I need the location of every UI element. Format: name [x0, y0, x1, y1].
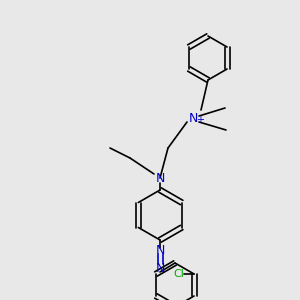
Text: +: +	[196, 115, 204, 125]
Text: N: N	[155, 262, 165, 275]
Text: N: N	[188, 112, 198, 124]
Text: Cl: Cl	[174, 269, 184, 279]
Text: N: N	[155, 244, 165, 256]
Text: N: N	[155, 172, 165, 184]
